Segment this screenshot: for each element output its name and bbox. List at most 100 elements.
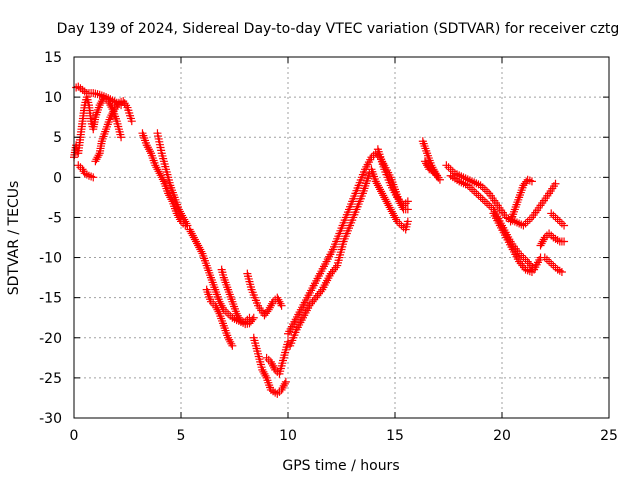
data-point-fill [180, 215, 189, 224]
data-point-fill [248, 315, 257, 324]
data-point-fill [188, 231, 197, 240]
data-point-fill [542, 255, 551, 264]
data-point [384, 201, 393, 210]
data-point [371, 177, 380, 186]
data-point [74, 161, 83, 170]
data-point [117, 133, 126, 142]
data-point [420, 157, 429, 166]
data-point [228, 341, 237, 350]
x-tick-label: 5 [177, 428, 186, 444]
data-points [70, 82, 569, 398]
data-point [215, 297, 224, 306]
data-point [326, 269, 335, 278]
data-point-fill [216, 299, 225, 308]
data-point-fill [328, 267, 337, 276]
data-point [549, 261, 558, 270]
data-point-fill [197, 247, 206, 256]
data-point-fill [143, 143, 152, 152]
data-point [536, 241, 545, 250]
data-point-fill [269, 361, 278, 370]
data-point-fill [270, 363, 279, 372]
data-point [560, 237, 569, 246]
data-point [127, 117, 136, 126]
data-point-fill [178, 211, 187, 220]
data-point [551, 179, 560, 188]
data-point-fill [423, 161, 432, 170]
data-point-fill [144, 145, 153, 154]
data-point-fill [539, 235, 548, 244]
data-point [277, 385, 286, 394]
data-point-fill [181, 217, 190, 226]
data-point-fill [485, 201, 494, 210]
data-point-fill [267, 299, 276, 308]
data-point-fill [260, 369, 269, 378]
data-point-fill [145, 147, 154, 156]
data-point [547, 209, 556, 218]
data-point [264, 305, 273, 314]
data-point-fill [275, 297, 284, 306]
data-point [557, 267, 566, 276]
data-point-fill [389, 211, 398, 220]
data-point-fill [315, 289, 324, 298]
data-point-fill [274, 295, 283, 304]
data-point-fill [391, 213, 399, 222]
data-point-fill [92, 155, 101, 164]
data-point-fill [394, 195, 403, 204]
data-point-fill [187, 229, 196, 238]
data-point-fill [480, 185, 489, 194]
data-point [527, 267, 536, 276]
data-point-fill [278, 383, 287, 392]
x-tick-label: 0 [70, 428, 79, 444]
y-tick-label: -30 [39, 411, 62, 427]
data-point-fill [383, 199, 392, 208]
data-point [555, 217, 564, 226]
data-point-fill [316, 287, 325, 296]
y-tick-label: -20 [39, 331, 62, 347]
data-point [397, 221, 406, 230]
data-point-fill [109, 107, 118, 116]
data-point-fill [193, 239, 202, 248]
data-point-fill [226, 337, 235, 346]
data-point [224, 333, 233, 342]
data-point-fill [212, 303, 221, 312]
data-point [523, 257, 532, 266]
data-point [262, 353, 271, 362]
x-tick-label: 10 [279, 428, 297, 444]
data-point-fill [516, 259, 525, 268]
data-point-fill [538, 237, 547, 246]
data-point-fill [267, 359, 276, 368]
y-tick-label: -15 [39, 291, 62, 307]
data-point [403, 197, 412, 206]
data-point-fill [153, 165, 162, 174]
data-point-fill [483, 187, 492, 196]
data-point-fill [94, 151, 103, 160]
data-point [249, 313, 258, 322]
data-point [403, 217, 412, 226]
data-point-fill [396, 197, 405, 206]
data-point-fill [152, 163, 161, 172]
data-point [91, 157, 100, 166]
data-point-fill [195, 243, 204, 252]
data-point-fill [372, 179, 381, 188]
x-tick-label: 25 [600, 428, 618, 444]
data-point-fill [107, 111, 116, 120]
data-point [174, 205, 183, 214]
data-point [376, 185, 385, 194]
data-point-fill [331, 263, 340, 272]
data-point [211, 301, 220, 310]
data-point [194, 241, 203, 250]
data-point [403, 205, 412, 214]
data-point [480, 197, 489, 206]
data-point-fill [330, 265, 339, 274]
data-point-fill [386, 205, 395, 214]
data-point-fill [476, 193, 485, 202]
data-point [380, 193, 389, 202]
data-point [305, 301, 314, 310]
data-point-fill [468, 185, 477, 194]
data-point-fill [537, 239, 546, 248]
data-point-fill [196, 245, 205, 254]
data-point [442, 161, 451, 170]
data-point [89, 173, 98, 182]
data-point-fill [225, 335, 234, 344]
data-point [551, 213, 560, 222]
